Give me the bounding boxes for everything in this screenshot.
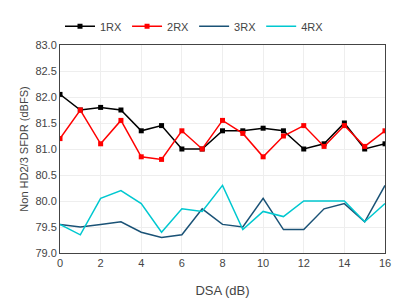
svg-text:79.0: 79.0	[35, 247, 56, 259]
svg-text:80.5: 80.5	[35, 169, 56, 181]
svg-text:79.5: 79.5	[35, 221, 56, 233]
svg-text:8: 8	[219, 257, 225, 269]
svg-text:4: 4	[138, 257, 144, 269]
svg-text:DSA (dB): DSA (dB)	[195, 283, 249, 298]
svg-text:0: 0	[57, 257, 63, 269]
svg-text:2: 2	[98, 257, 104, 269]
svg-text:6: 6	[179, 257, 185, 269]
svg-text:4RX: 4RX	[301, 21, 323, 33]
svg-text:81.5: 81.5	[35, 117, 56, 129]
svg-text:1RX: 1RX	[100, 21, 122, 33]
svg-text:Non HD2/3 SFDR (dBFS): Non HD2/3 SFDR (dBFS)	[18, 86, 30, 211]
svg-text:81.0: 81.0	[35, 143, 56, 155]
svg-text:16: 16	[379, 257, 391, 269]
svg-text:83.0: 83.0	[35, 39, 56, 51]
svg-text:82.5: 82.5	[35, 65, 56, 77]
svg-text:14: 14	[338, 257, 350, 269]
svg-text:3RX: 3RX	[234, 21, 256, 33]
svg-text:82.0: 82.0	[35, 91, 56, 103]
svg-text:80.0: 80.0	[35, 195, 56, 207]
svg-text:12: 12	[298, 257, 310, 269]
svg-text:10: 10	[257, 257, 269, 269]
svg-text:2RX: 2RX	[167, 21, 189, 33]
